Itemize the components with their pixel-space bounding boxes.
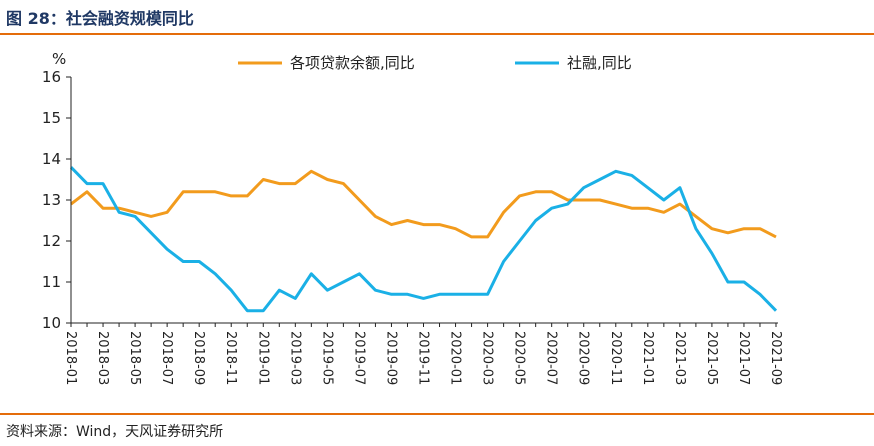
series-line-2 [69,166,778,313]
series-line-1 [70,169,777,239]
x-tick-label: 2021-01 [640,331,655,385]
x-tick-label: 2019-07 [351,331,366,385]
x-tick-label: 2021-05 [704,331,719,385]
x-tick-label: 2018-05 [127,331,142,385]
x-tick-label: 2020-05 [512,331,527,385]
y-tick-label: 11 [42,273,61,291]
x-tick-label: 2018-01 [63,331,78,385]
x-tick-label: 2021-09 [768,331,783,385]
y-tick-label: 10 [42,314,61,332]
x-tick-label: 2018-07 [159,331,174,385]
x-tick-label: 2020-11 [608,331,623,385]
x-tick-label: 2020-09 [576,331,591,385]
x-tick-label: 2019-09 [383,331,398,385]
y-tick-label: 15 [42,109,61,127]
x-axis-ticks: 2018-01 2018-03 2018-05 2018-07 2018-09 2018-… [63,323,783,385]
x-tick-label: 2019-03 [287,331,302,385]
chart-legend: 各项贷款余额,同比 社融,同比 [238,54,632,72]
x-tick-label: 2020-07 [544,331,559,385]
y-tick-label: 16 [42,68,61,86]
y-axis-ticks: 10 11 12 13 14 15 16 [42,68,71,332]
x-tick-label: 2019-05 [319,331,334,385]
x-tick-label: 2019-01 [255,331,270,385]
y-tick-label: 12 [42,232,61,250]
x-tick-label: 2020-03 [480,331,495,385]
x-tick-label: 2021-03 [672,331,687,385]
x-tick-label: 2021-07 [736,331,751,385]
legend-label: 各项贷款余额,同比 [290,54,415,72]
x-tick-label: 2019-11 [416,331,431,385]
figure-title: 图 28：社会融资规模同比 [6,9,194,28]
y-tick-label: 13 [42,191,61,209]
title-rule [0,33,874,35]
x-tick-label: 2020-01 [448,331,463,385]
x-tick-label: 2018-11 [223,331,238,385]
x-tick-label: 2018-09 [191,331,206,385]
y-axis-unit-label: % [52,50,66,68]
source-rule [0,413,874,415]
source-note: 资料来源：Wind，天风证券研究所 [6,424,224,440]
x-tick-label: 2018-03 [95,331,110,385]
chart-series [69,166,778,313]
y-tick-label: 14 [42,150,61,168]
legend-label: 社融,同比 [567,54,632,72]
